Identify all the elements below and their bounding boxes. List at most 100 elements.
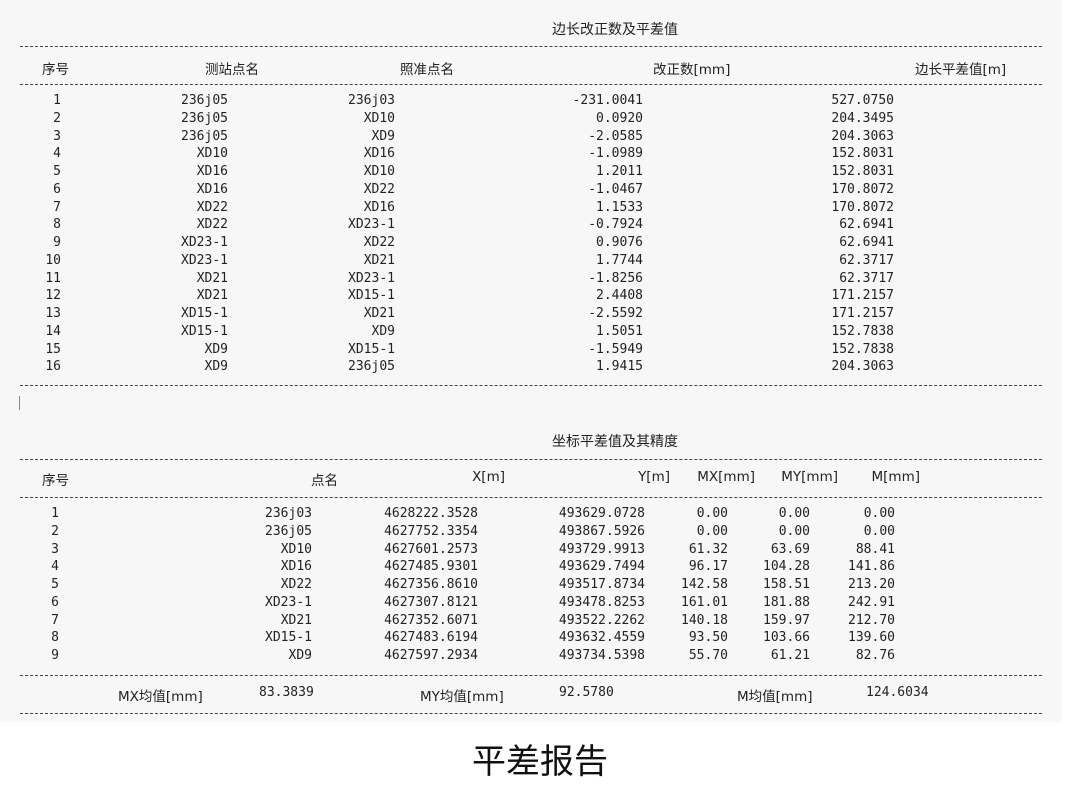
cell-index: 13 — [45, 306, 61, 321]
cell-station: XD9 — [204, 341, 228, 357]
cell-correction: -2.0585 — [588, 128, 643, 144]
cell-my: 0.00 — [778, 506, 810, 521]
cell-point: XD23-1 — [265, 594, 312, 610]
table1-title: 边长改正数及平差值 — [552, 22, 678, 38]
cell-point: XD9 — [288, 648, 312, 663]
cell-index: 3 — [51, 541, 59, 557]
cell-y: 493629.0728 — [558, 506, 645, 521]
cell-target: XD9 — [371, 323, 395, 339]
cell-index: 9 — [53, 235, 61, 250]
text-cursor — [19, 396, 20, 410]
cell-x: 4627483.6194 — [384, 630, 478, 646]
mx-mean-value: 83.3839 — [259, 685, 314, 700]
cell-my: 159.97 — [763, 612, 810, 628]
cell-index: 7 — [53, 199, 61, 215]
divider — [20, 46, 1042, 47]
cell-x: 4627752.3354 — [384, 523, 478, 539]
cell-y: 493734.5398 — [558, 648, 645, 663]
cell-my: 158.51 — [763, 577, 810, 592]
cell-m: 82.76 — [855, 648, 895, 663]
cell-target: 236j03 — [348, 93, 395, 108]
cell-adjusted-length: 62.6941 — [839, 235, 894, 250]
cell-target: 236j05 — [348, 359, 395, 375]
cell-index: 15 — [45, 341, 61, 357]
cell-mx: 93.50 — [688, 630, 728, 646]
cell-station: XD16 — [196, 181, 228, 197]
cell-m: 0.00 — [863, 523, 895, 539]
cell-correction: 0.0920 — [596, 110, 643, 126]
cell-index: 6 — [51, 594, 59, 610]
cell-x: 4627307.8121 — [384, 594, 478, 610]
cell-index: 14 — [45, 323, 61, 339]
cell-my: 61.21 — [770, 648, 810, 663]
cell-index: 2 — [51, 523, 59, 539]
cell-correction: -2.5592 — [588, 306, 643, 321]
cell-mx: 0.00 — [696, 506, 728, 521]
cell-m: 212.70 — [848, 612, 895, 628]
cell-adjusted-length: 62.3717 — [839, 252, 894, 268]
cell-my: 63.69 — [770, 541, 810, 557]
m-mean-label: M均值[mm] — [737, 689, 813, 705]
header-correction: 改正数[mm] — [653, 62, 731, 78]
cell-target: XD22 — [363, 235, 395, 250]
cell-adjusted-length: 204.3495 — [831, 110, 894, 126]
cell-y: 493517.8734 — [558, 577, 645, 592]
cell-adjusted-length: 527.0750 — [831, 93, 894, 108]
cell-correction: -231.0041 — [572, 93, 643, 108]
cell-target: XD21 — [363, 252, 395, 268]
cell-my: 103.66 — [763, 630, 810, 646]
cell-point: 236j03 — [265, 506, 312, 521]
cell-correction: 1.5051 — [596, 323, 643, 339]
cell-point: XD21 — [280, 612, 312, 628]
cell-index: 7 — [51, 612, 59, 628]
cell-index: 16 — [45, 359, 61, 375]
cell-correction: -1.0467 — [588, 181, 643, 197]
cell-y: 493729.9913 — [558, 541, 645, 557]
cell-adjusted-length: 152.8031 — [831, 146, 894, 162]
cell-point: 236j05 — [265, 523, 312, 539]
cell-station: XD15-1 — [181, 306, 228, 321]
cell-station: XD21 — [196, 288, 228, 304]
cell-point: XD10 — [280, 541, 312, 557]
cell-y: 493478.8253 — [558, 594, 645, 610]
cell-index: 1 — [53, 93, 61, 108]
cell-target: XD22 — [363, 181, 395, 197]
cell-station: 236j05 — [181, 128, 228, 144]
cell-index: 8 — [53, 217, 61, 233]
cell-y: 493632.4559 — [558, 630, 645, 646]
divider — [20, 713, 1042, 714]
cell-index: 6 — [53, 181, 61, 197]
cell-adjusted-length: 170.8072 — [831, 199, 894, 215]
cell-target: XD16 — [363, 146, 395, 162]
cell-mx: 55.70 — [688, 648, 728, 663]
cell-correction: -0.7924 — [588, 217, 643, 233]
cell-station: 236j05 — [181, 93, 228, 108]
cell-y: 493867.5926 — [558, 523, 645, 539]
cell-m: 139.60 — [848, 630, 895, 646]
cell-mx: 161.01 — [681, 594, 728, 610]
header-x: X[m] — [472, 469, 505, 485]
cell-x: 4627352.6071 — [384, 612, 478, 628]
cell-index: 4 — [51, 559, 59, 575]
my-mean-label: MY均值[mm] — [420, 689, 504, 705]
divider — [20, 459, 1042, 460]
header-adjusted-length: 边长平差值[m] — [915, 62, 1007, 78]
cell-adjusted-length: 171.2157 — [831, 288, 894, 304]
cell-y: 493629.7494 — [558, 559, 645, 575]
cell-adjusted-length: 152.8031 — [831, 164, 894, 179]
cell-x: 4627356.8610 — [384, 577, 478, 592]
cell-adjusted-length: 204.3063 — [831, 359, 894, 375]
header-m: M[mm] — [871, 469, 920, 485]
header-mx: MX[mm] — [697, 469, 755, 485]
cell-target: XD10 — [363, 164, 395, 179]
cell-correction: 1.9415 — [596, 359, 643, 375]
cell-index: 1 — [51, 506, 59, 521]
cell-correction: 1.1533 — [596, 199, 643, 215]
cell-x: 4627597.2934 — [384, 648, 478, 663]
cell-adjusted-length: 204.3063 — [831, 128, 894, 144]
cell-station: XD15-1 — [181, 323, 228, 339]
cell-point: XD15-1 — [265, 630, 312, 646]
cell-m: 0.00 — [863, 506, 895, 521]
cell-station: XD22 — [196, 199, 228, 215]
m-mean-value: 124.6034 — [866, 685, 929, 700]
